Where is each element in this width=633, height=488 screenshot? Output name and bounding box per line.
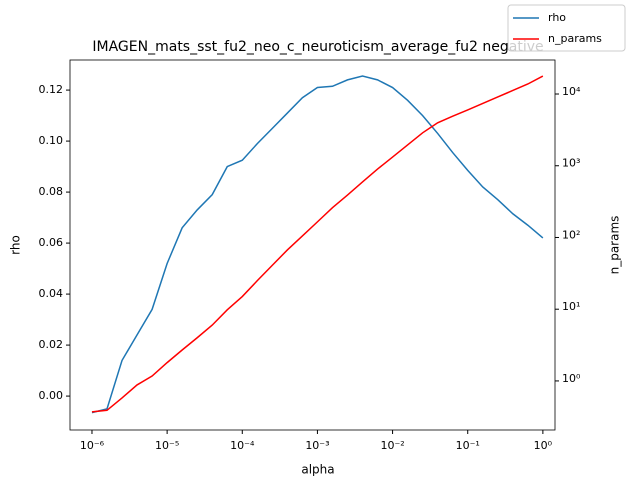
x-tick-label: 10⁻⁵: [155, 439, 179, 452]
x-tick-label: 10⁻³: [305, 439, 329, 452]
y-tick-label: 0.12: [39, 83, 64, 96]
y-tick-label: 0.04: [39, 287, 64, 300]
x-tick-label: 10⁻¹: [456, 439, 480, 452]
x-tick-label: 10⁰: [534, 439, 553, 452]
y2-tick-label: 10¹: [562, 300, 580, 313]
legend-label: rho: [548, 11, 566, 24]
series-line: [91, 75, 544, 413]
plot-frame: [69, 59, 556, 431]
y2-tick-label: 10³: [562, 157, 580, 170]
y-tick-label: 0.10: [39, 134, 64, 147]
y-tick-label: 0.06: [39, 236, 64, 249]
x-tick-label: 10⁻²: [380, 439, 404, 452]
y2-tick-label: 10²: [562, 228, 580, 241]
y2-tick-label: 10⁴: [562, 85, 581, 98]
chart-title: IMAGEN_mats_sst_fu2_neo_c_neuroticism_av…: [92, 39, 543, 55]
legend-label: n_params: [548, 32, 602, 45]
x-axis-label: alpha: [301, 463, 334, 477]
y-tick-label: 0.02: [39, 338, 64, 351]
y-axis-label: rho: [9, 235, 23, 255]
x-tick-label: 10⁻⁶: [80, 439, 105, 452]
y-tick-label: 0.08: [39, 185, 64, 198]
y-tick-label: 0.00: [39, 389, 64, 402]
y2-tick-label: 10⁰: [562, 372, 581, 385]
x-tick-label: 10⁻⁴: [230, 439, 255, 452]
series-line: [91, 75, 544, 414]
y2-axis-label: n_params: [608, 216, 622, 275]
